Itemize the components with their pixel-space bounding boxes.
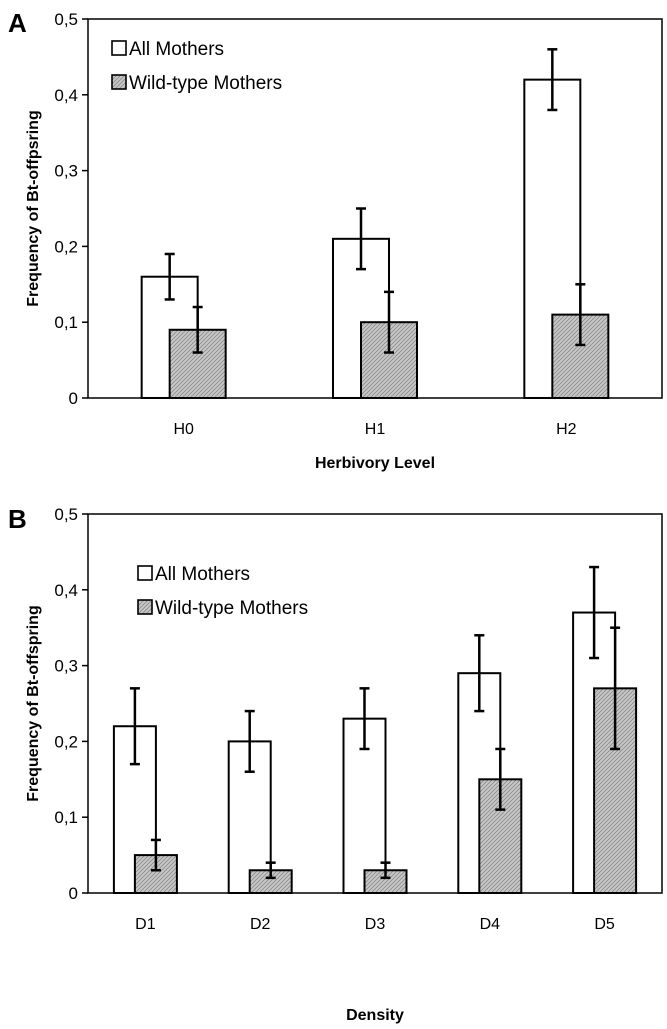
y-tick-label: 0,5 — [54, 505, 78, 524]
legend-swatch-wild-type-mothers — [137, 599, 153, 615]
y-tick-label: 0,3 — [54, 162, 78, 181]
legend-swatch-all-mothers — [111, 40, 127, 56]
x-tick-label: H2 — [556, 421, 577, 438]
y-tick-label: 0 — [69, 884, 78, 903]
panel-a-chart: A 0 0,1 0,2 0,3 0,4 0,5 Frequency of Bt-offpsri… — [8, 8, 663, 472]
x-tick-label: D5 — [594, 916, 615, 933]
x-tick-label: H0 — [173, 421, 194, 438]
panel-letter: B — [8, 504, 27, 534]
y-axis-label: Frequency of Bt-offpsring — [25, 110, 42, 306]
y-tick-label: 0,3 — [54, 657, 78, 676]
x-axis-label: Density — [346, 1007, 404, 1024]
y-tick-label: 0 — [69, 389, 78, 408]
y-tick-label: 0,1 — [54, 313, 78, 332]
panel-b-chart: B 0 0,1 0,2 0,3 0,4 0,5 Frequency of Bt-offspri… — [8, 504, 663, 1024]
x-tick-label: D4 — [480, 916, 501, 933]
legend-label-wild-type-mothers: Wild-type Mothers — [129, 73, 282, 94]
legend-label-all-mothers: All Mothers — [129, 39, 224, 60]
legend-swatch-all-mothers — [137, 565, 153, 581]
y-tick-label: 0,2 — [54, 237, 78, 256]
panel-letter: A — [8, 8, 27, 38]
y-axis-label: Frequency of Bt-offspring — [25, 605, 42, 801]
legend-swatch-wild-type-mothers — [111, 74, 127, 90]
x-axis-label: Herbivory Level — [315, 455, 435, 472]
y-tick-label: 0,4 — [54, 581, 78, 600]
legend-label-all-mothers: All Mothers — [155, 564, 250, 585]
legend-label-wild-type-mothers: Wild-type Mothers — [155, 598, 308, 619]
x-tick-label: D1 — [135, 916, 156, 933]
y-tick-label: 0,1 — [54, 808, 78, 827]
x-tick-label: D3 — [365, 916, 386, 933]
y-tick-label: 0,4 — [54, 86, 78, 105]
x-tick-label: D2 — [250, 916, 271, 933]
x-tick-label: H1 — [365, 421, 386, 438]
y-tick-label: 0,2 — [54, 732, 78, 751]
y-tick-label: 0,5 — [54, 10, 78, 29]
